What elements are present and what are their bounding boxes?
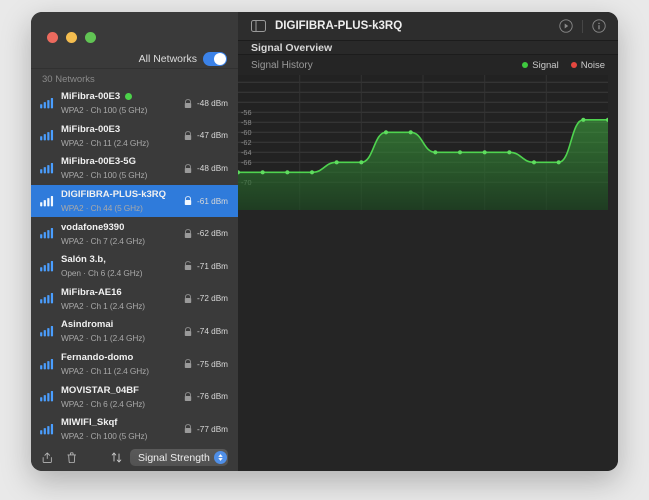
svg-text:-66: -66 [241, 158, 252, 167]
svg-text:-60: -60 [241, 128, 252, 137]
svg-text:-58: -58 [241, 118, 252, 127]
svg-text:-64: -64 [241, 148, 252, 157]
svg-text:-56: -56 [241, 108, 252, 117]
svg-text:-62: -62 [241, 138, 252, 147]
